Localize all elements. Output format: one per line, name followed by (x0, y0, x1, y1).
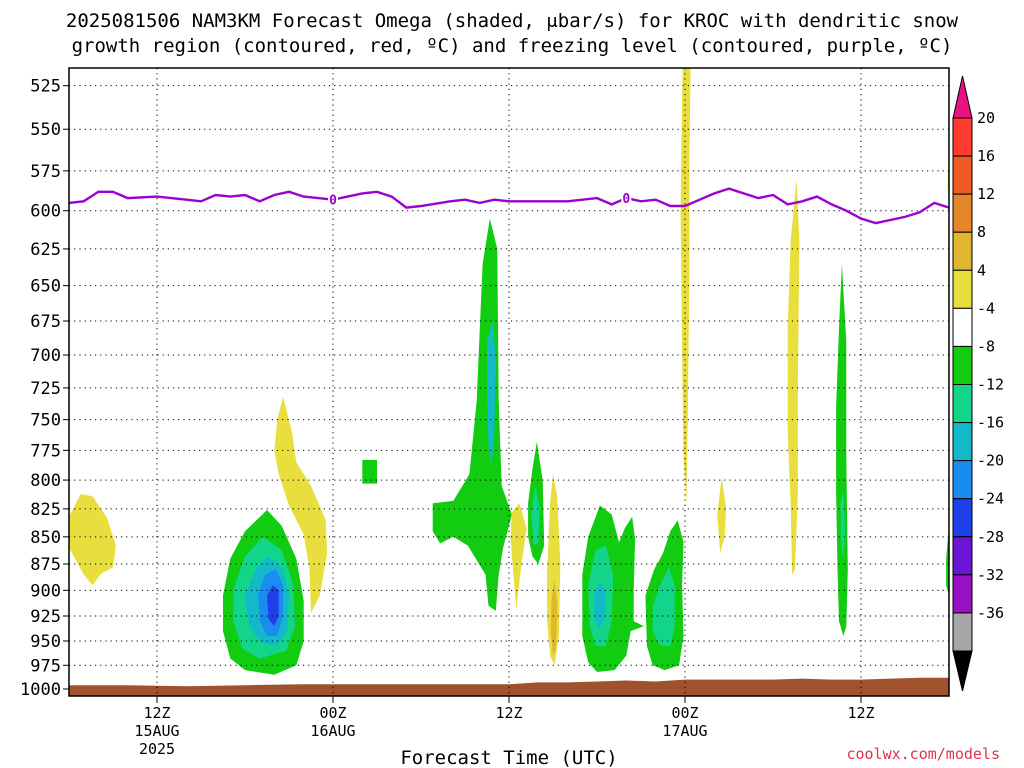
y-tick-label-950: 950 (30, 632, 61, 652)
colorbar-label: -24 (977, 490, 1004, 508)
x-tick-date-12: 15AUG (134, 722, 179, 740)
colorbar-bin-12 (952, 536, 973, 576)
y-tick-label-825: 825 (30, 500, 61, 520)
shaded-region-ascent-16aug-07z (432, 218, 512, 611)
y-tick-label-550: 550 (30, 120, 61, 140)
colorbar-bin-6 (952, 307, 973, 347)
y-tick-label-625: 625 (30, 240, 61, 260)
y-tick-label-525: 525 (30, 77, 61, 97)
shaded-region-subsidence-17aug-00z (680, 68, 691, 504)
colorbar-label: -12 (977, 376, 1004, 394)
colorbar-bin-8 (952, 384, 973, 424)
y-tick-label-675: 675 (30, 312, 61, 332)
shaded-region-subsidence-16aug-14z (547, 474, 561, 666)
shaded-region-ascent-16aug-22z-core (652, 567, 675, 646)
freezing-level-label: 0 (622, 192, 630, 207)
chart-title-line1: 2025081506 NAM3KM Forecast Omega (shaded… (66, 10, 959, 32)
y-tick-label-900: 900 (30, 581, 61, 601)
colorbar-bin-14 (952, 612, 973, 652)
colorbar-bin-5 (952, 269, 973, 309)
credit-text: coolwx.com/models (846, 745, 1000, 763)
freezing-level-line (69, 187, 949, 225)
colorbar-label: -20 (977, 452, 1004, 470)
colorbar-label: -8 (977, 337, 995, 355)
colorbar-bin-10 (952, 460, 973, 500)
x-tick-label-60: 12Z (847, 704, 874, 722)
shaded-region-ascent-17aug-11z (836, 263, 848, 636)
chart-title-line2: growth region (contoured, red, ºC) and f… (72, 35, 953, 57)
colorbar-bin-11 (952, 498, 973, 538)
y-axis: 525 550 575 600 625 650 675 700 725 750 775 800 825 8… (20, 77, 69, 700)
y-tick-label-975: 975 (30, 656, 61, 676)
colorbar: 20 16 12 8 4 -4 -8 -12 -16 -20 -24 -28 -32 -36 (952, 75, 1004, 692)
y-tick-label-925: 925 (30, 607, 61, 627)
shaded-region-subsidence-16aug-14z-core (550, 579, 558, 656)
colorbar-label: -28 (977, 528, 1004, 546)
y-tick-label-725: 725 (30, 379, 61, 399)
y-tick-label-800: 800 (30, 471, 61, 491)
colorbar-bottom-arrow (952, 650, 973, 692)
freezing-level-label: 0 (329, 194, 337, 209)
y-tick-label-600: 600 (30, 202, 61, 222)
y-tick-label-650: 650 (30, 277, 61, 297)
y-tick-label-1000: 1000 (20, 680, 61, 700)
x-tick-label-36: 12Z (495, 704, 522, 722)
x-tick-date-24: 16AUG (310, 722, 355, 740)
freezing-label-bg (621, 191, 632, 206)
colorbar-bin-13 (952, 574, 973, 614)
grid-layer (69, 68, 949, 696)
colorbar-bin-3 (952, 193, 973, 233)
colorbar-label: -16 (977, 414, 1004, 432)
colorbar-label: -32 (977, 566, 1004, 584)
colorbar-bin-4 (952, 231, 973, 271)
colorbar-label: 20 (977, 109, 995, 127)
x-axis-title: Forecast Time (UTC) (400, 747, 617, 768)
colorbar-label: -36 (977, 604, 1004, 622)
y-tick-label-775: 775 (30, 441, 61, 461)
colorbar-bin-9 (952, 422, 973, 462)
x-tick-label-12: 12Z (143, 704, 170, 722)
omega-shading-layer (69, 68, 949, 675)
colorbar-bin-7 (952, 345, 973, 385)
colorbar-top-arrow (952, 75, 973, 119)
y-tick-label-575: 575 (30, 162, 61, 182)
x-tick-label-24: 00Z (319, 704, 346, 722)
x-tick-year-12: 2025 (139, 740, 175, 758)
shaded-region-ascent-patch-16aug-01z (362, 460, 377, 484)
colorbar-label: -4 (977, 299, 995, 317)
shaded-region-subsidence-15aug-morning (69, 494, 116, 586)
shaded-region-ascent-16aug-18z-core2 (594, 582, 606, 630)
colorbar-label: 16 (977, 147, 995, 165)
shaded-region-subsidence-17aug-08z (787, 179, 800, 575)
x-tick-label-48: 00Z (671, 704, 698, 722)
colorbar-bin-1 (952, 117, 973, 157)
colorbar-label: 4 (977, 261, 986, 279)
x-tick-date-48: 17AUG (662, 722, 707, 740)
shaded-region-ascent-16aug-12z-core (531, 485, 540, 546)
colorbar-bin-2 (952, 155, 973, 195)
y-tick-label-750: 750 (30, 411, 61, 431)
shaded-region-subsidence-17aug-03z (717, 476, 727, 554)
shaded-region-subsidence-15aug-evening (274, 396, 328, 613)
shaded-region-ascent-16aug-07z-core (487, 321, 496, 469)
y-tick-label-875: 875 (30, 555, 61, 575)
shaded-region-ascent-15aug-evening-core4 (267, 585, 279, 627)
y-tick-label-850: 850 (30, 528, 61, 548)
freezing-label-bg (328, 192, 338, 207)
shaded-region-subsidence-16aug-10z (510, 503, 527, 609)
y-tick-label-700: 700 (30, 346, 61, 366)
colorbar-label: 12 (977, 185, 995, 203)
colorbar-label: 8 (977, 223, 986, 241)
